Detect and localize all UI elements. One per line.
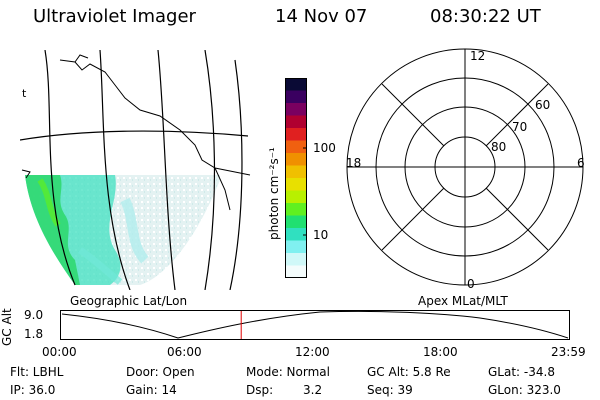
colorbar-tick-10: 10: [313, 228, 329, 242]
mlt-label-12: 12: [470, 49, 486, 63]
timeline-xtick-2359: 23:59: [551, 345, 586, 359]
info-flt: Flt: LBHL: [10, 365, 64, 379]
apex-caption: Apex MLat/MLT: [418, 294, 508, 308]
altitude-curve: [61, 310, 569, 339]
info-gain: Gain: 14: [126, 383, 177, 397]
info-glon: GLon: 323.0: [488, 383, 561, 397]
info-dsp-label: Dsp:: [246, 383, 274, 397]
colorbar-stripe: [285, 128, 307, 141]
colorbar-stripe: [285, 153, 307, 166]
info-mode: Mode: Normal: [246, 365, 330, 379]
colorbar-stripe: [285, 253, 307, 266]
timeline-xtick-0000: 00:00: [42, 345, 77, 359]
colorbar-stripe: [285, 190, 307, 204]
colorbar-stripe: [285, 203, 307, 216]
info-glat: GLat: -34.8: [488, 365, 555, 379]
colorbar-stripe: [285, 178, 307, 191]
polar-plot: [346, 48, 584, 286]
colorbar-stripe: [285, 215, 307, 229]
colorbar-stripe: [285, 240, 307, 254]
timeline-xtick-0600: 06:00: [167, 345, 202, 359]
date-label: 14 Nov 07: [275, 6, 368, 27]
mlat-label-60: 60: [535, 98, 551, 112]
info-seq: Seq: 39: [367, 383, 413, 397]
time-label: 08:30:22 UT: [430, 6, 541, 27]
geographic-caption: Geographic Lat/Lon: [70, 294, 188, 308]
timeline-plot[interactable]: [60, 310, 574, 342]
mlt-label-0: 0: [467, 277, 475, 291]
info-gc-alt: GC Alt: 5.8 Re: [367, 365, 451, 379]
mlt-label-18: 18: [346, 156, 362, 170]
colorbar-stripe: [285, 165, 307, 179]
colorbar-stripe: [285, 265, 307, 278]
colorbar-stripe: [285, 103, 307, 116]
info-dsp-value: 3.2: [303, 383, 323, 397]
mlat-label-80: 80: [491, 140, 507, 154]
colorbar-stripe: [285, 115, 307, 129]
info-door: Door: Open: [126, 365, 195, 379]
map-marker-label: t: [22, 87, 27, 100]
instrument-title: Ultraviolet Imager: [33, 6, 196, 27]
colorbar: [285, 78, 307, 278]
mlat-label-70: 70: [512, 120, 528, 134]
colorbar-stripe: [285, 90, 307, 104]
timeline-xtick-1200: 12:00: [295, 345, 330, 359]
colorbar-unit-label: photon cm⁻²s⁻¹: [267, 147, 281, 240]
geographic-map: [20, 50, 251, 290]
timeline-ytick-min: 1.8: [24, 327, 44, 341]
timeline-ylabel: GC Alt: [0, 308, 14, 346]
info-ip: IP: 36.0: [10, 383, 56, 397]
colorbar-tick-100: 100: [313, 141, 336, 155]
colorbar-stripe: [285, 78, 307, 91]
timeline-ytick-max: 9.0: [24, 308, 44, 322]
colorbar-stripe: [285, 140, 307, 154]
timeline-xtick-1800: 18:00: [423, 345, 458, 359]
colorbar-stripe: [285, 228, 307, 241]
mlt-label-6: 6: [577, 156, 585, 170]
